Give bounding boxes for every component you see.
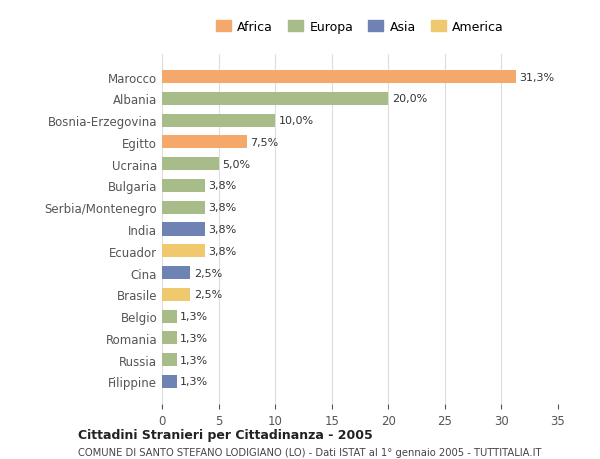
Bar [162, 310, 177, 323]
Bar [162, 375, 177, 388]
Text: 1,3%: 1,3% [180, 355, 208, 365]
Bar [162, 353, 177, 366]
Bar [162, 201, 205, 214]
Text: 7,5%: 7,5% [250, 138, 278, 148]
Legend: Africa, Europa, Asia, America: Africa, Europa, Asia, America [211, 16, 509, 39]
Text: 3,8%: 3,8% [208, 203, 236, 213]
Bar [162, 223, 205, 236]
Text: 31,3%: 31,3% [520, 73, 554, 83]
Text: 2,5%: 2,5% [194, 290, 222, 300]
Text: 1,3%: 1,3% [180, 333, 208, 343]
Bar [162, 288, 190, 301]
Text: 1,3%: 1,3% [180, 376, 208, 386]
Text: Cittadini Stranieri per Cittadinanza - 2005: Cittadini Stranieri per Cittadinanza - 2… [78, 428, 373, 441]
Text: 10,0%: 10,0% [278, 116, 314, 126]
Text: 3,8%: 3,8% [208, 181, 236, 191]
Bar [162, 114, 275, 128]
Text: 2,5%: 2,5% [194, 268, 222, 278]
Bar [162, 136, 247, 149]
Text: 20,0%: 20,0% [392, 94, 427, 104]
Text: 5,0%: 5,0% [222, 159, 250, 169]
Text: 3,8%: 3,8% [208, 224, 236, 235]
Text: 3,8%: 3,8% [208, 246, 236, 256]
Bar [162, 93, 388, 106]
Bar [162, 331, 177, 345]
Bar [162, 266, 190, 280]
Bar [162, 158, 218, 171]
Bar [162, 71, 516, 84]
Text: COMUNE DI SANTO STEFANO LODIGIANO (LO) - Dati ISTAT al 1° gennaio 2005 - TUTTITA: COMUNE DI SANTO STEFANO LODIGIANO (LO) -… [78, 447, 542, 457]
Bar [162, 245, 205, 258]
Text: 1,3%: 1,3% [180, 311, 208, 321]
Bar [162, 179, 205, 193]
